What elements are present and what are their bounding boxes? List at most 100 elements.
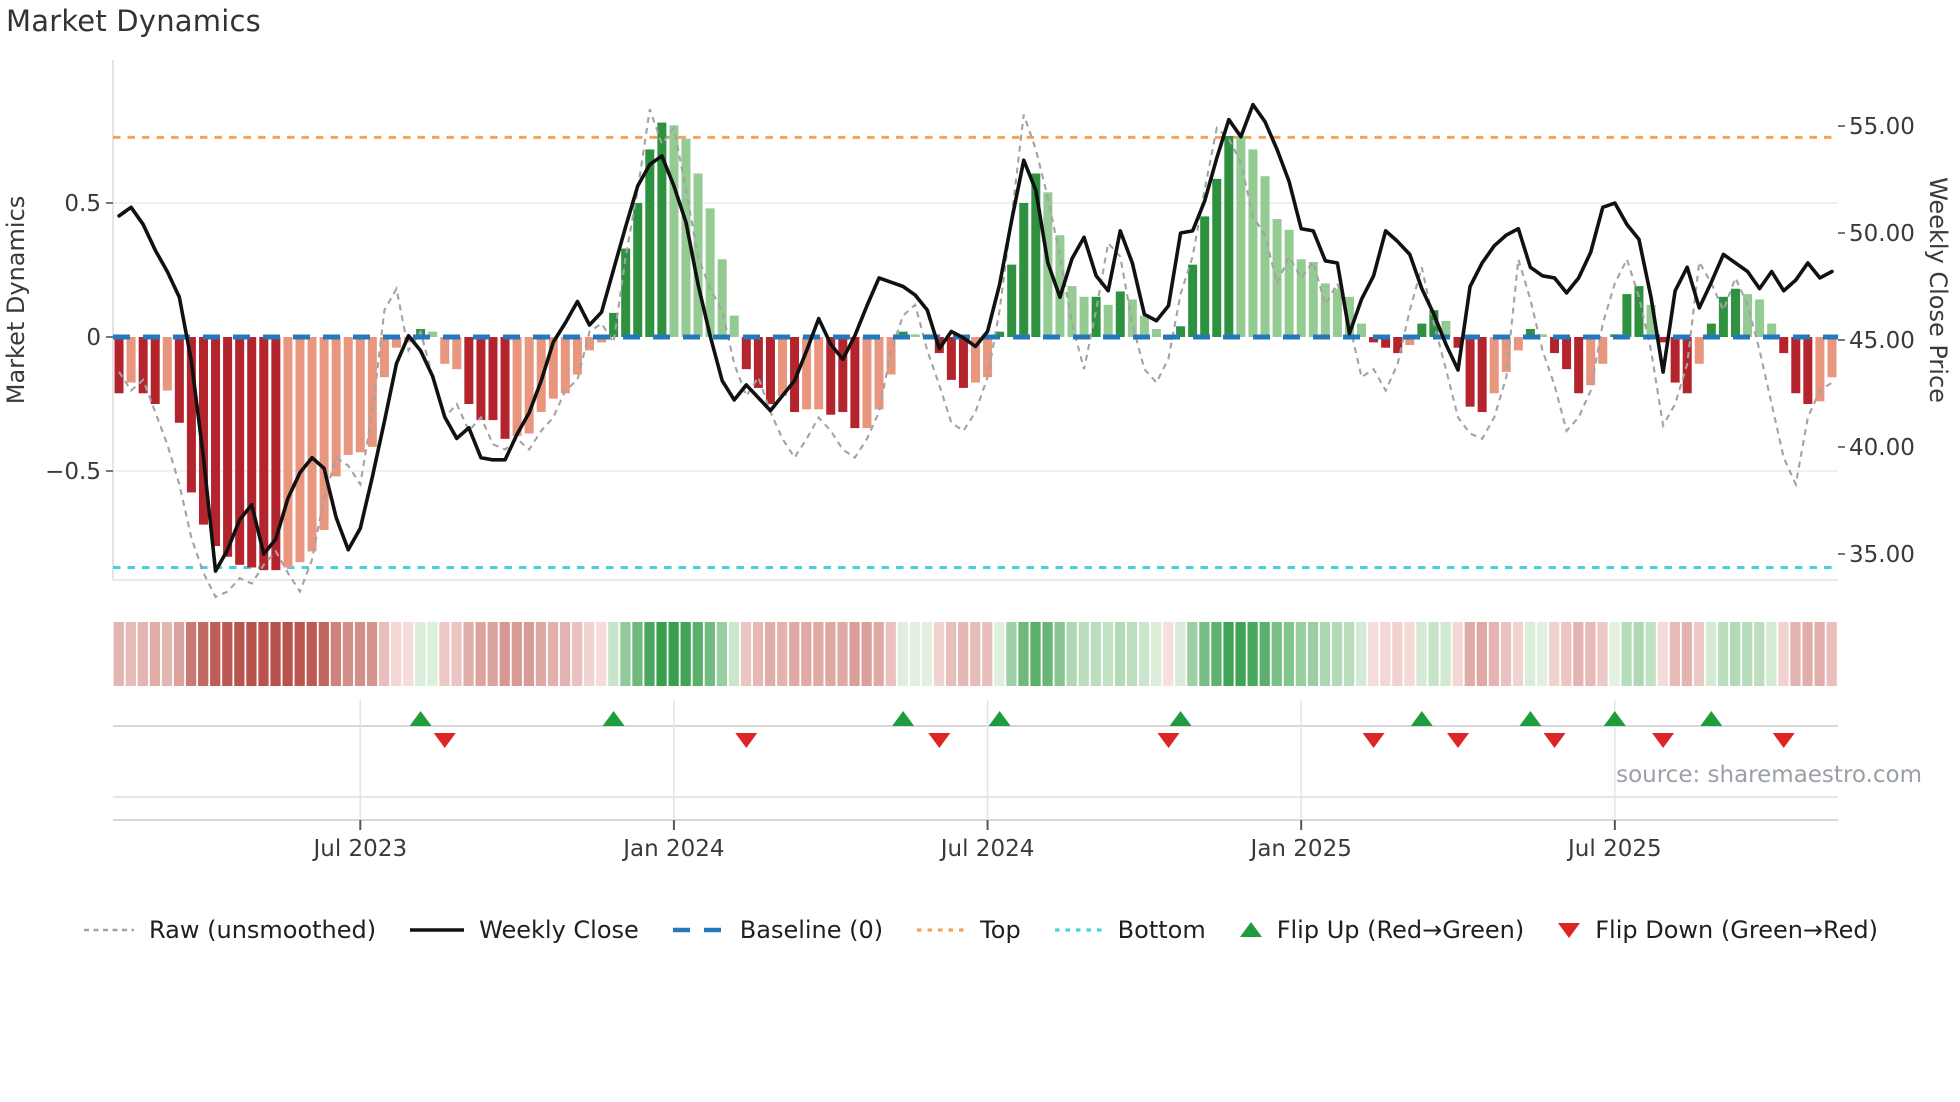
legend-label: Bottom <box>1117 916 1206 944</box>
oscillator-bar <box>621 248 631 337</box>
heatmap-cell <box>1754 622 1765 686</box>
heatmap-cell <box>1030 622 1041 686</box>
oscillator-bar <box>1224 136 1234 337</box>
heatmap-cell <box>1416 622 1427 686</box>
heatmap-cell <box>451 622 462 686</box>
oscillator-bar <box>1477 337 1487 413</box>
raw-series-line <box>118 108 1833 599</box>
heatmap-cell <box>1006 622 1017 686</box>
heatmap-cell <box>330 622 341 686</box>
heatmap-cell <box>1609 622 1620 686</box>
oscillator-bar <box>138 337 148 394</box>
heatmap-cell <box>1404 622 1415 686</box>
oscillator-bar <box>524 337 534 434</box>
oscillator-bar <box>983 337 993 378</box>
legend-label: Top <box>980 916 1021 944</box>
oscillator-bar <box>958 337 968 388</box>
heatmap-cell <box>246 622 257 686</box>
oscillator-bar <box>1031 173 1041 337</box>
oscillator-bar <box>283 337 293 568</box>
oscillator-bar <box>174 337 184 423</box>
heatmap-cell <box>1283 622 1294 686</box>
oscillator-bar <box>1489 337 1499 394</box>
heatmap-cell <box>632 622 643 686</box>
oscillator-bar <box>1706 323 1716 337</box>
legend-item-raw: Raw (unsmoothed) <box>82 916 376 944</box>
heatmap-cell <box>1368 622 1379 686</box>
left-tick-label: 0 <box>86 325 101 351</box>
legend-item-weekly-close: Weekly Close <box>408 916 639 944</box>
flip-up-marker <box>409 711 432 726</box>
heatmap-cell <box>970 622 981 686</box>
heatmap-cell <box>125 622 136 686</box>
heatmap-cell <box>849 622 860 686</box>
heatmap-cell <box>1163 622 1174 686</box>
heatmap-cell <box>403 622 414 686</box>
heatmap-cell <box>1573 622 1584 686</box>
legend-label: Weekly Close <box>479 916 639 944</box>
flip-down-marker <box>1772 733 1795 748</box>
baseline-dash-icon <box>672 927 725 933</box>
heatmap-cell <box>1476 622 1487 686</box>
oscillator-bar <box>1598 337 1608 364</box>
heatmap-cell <box>1621 622 1632 686</box>
oscillator-bar <box>1634 286 1644 337</box>
heatmap-cell <box>210 622 221 686</box>
heatmap-cell <box>1428 622 1439 686</box>
flip-down-marker <box>1543 733 1566 748</box>
heatmap-cell <box>789 622 800 686</box>
oscillator-bar <box>777 337 787 396</box>
legend-item-bottom: Bottom <box>1053 916 1206 944</box>
heatmap-cell <box>318 622 329 686</box>
heatmap-cell <box>161 622 173 686</box>
oscillator-bar <box>307 337 317 552</box>
heatmap-cell <box>222 622 233 686</box>
oscillator-bar <box>1537 334 1547 337</box>
heatmap-cell <box>173 622 185 686</box>
oscillator-bar <box>476 337 486 421</box>
oscillator-bar <box>1562 337 1572 370</box>
oscillator-bar <box>826 337 836 415</box>
heatmap-cell <box>1778 622 1789 686</box>
oscillator-bar <box>1767 323 1777 337</box>
oscillator-bar <box>1513 337 1523 351</box>
heatmap-cell <box>584 622 595 686</box>
heatmap-cell <box>523 622 535 686</box>
oscillator-bar <box>331 337 341 477</box>
oscillator-bar <box>247 337 257 568</box>
top-line-icon <box>917 928 966 932</box>
oscillator-bar <box>186 337 196 493</box>
heatmap-cell <box>1054 622 1065 686</box>
oscillator-bar <box>765 337 775 404</box>
source-credit: source: sharemaestro.com <box>1616 762 1922 788</box>
oscillator-bar <box>729 315 739 337</box>
heatmap-cell <box>571 622 583 686</box>
oscillator-bar <box>1332 288 1342 337</box>
heatmap-cell <box>427 622 438 686</box>
oscillator-bar <box>1743 294 1753 337</box>
heatmap-cell <box>1078 622 1089 686</box>
oscillator-bar <box>1501 337 1511 372</box>
oscillator-bar <box>1055 235 1065 337</box>
flip-down-marker <box>1447 733 1470 748</box>
oscillator-bar <box>838 337 848 413</box>
heatmap-cell <box>1344 622 1355 686</box>
heatmap-cell <box>1524 622 1536 686</box>
oscillator-bar <box>790 337 800 413</box>
legend-label: Raw (unsmoothed) <box>149 916 377 944</box>
oscillator-bar <box>1357 323 1367 337</box>
oscillator-bar <box>741 337 751 370</box>
oscillator-bar <box>1369 337 1379 343</box>
legend-label: Baseline (0) <box>739 916 884 944</box>
flip-up-marker <box>1603 711 1626 726</box>
oscillator-bar <box>1344 296 1354 337</box>
oscillator-bar <box>1007 264 1017 337</box>
oscillator-bar <box>681 138 691 337</box>
legend-item-top: Top <box>915 916 1021 944</box>
heatmap-cell <box>1114 622 1126 686</box>
oscillator-bar <box>150 337 160 404</box>
flip-down-marker <box>1362 733 1385 748</box>
oscillator-bar <box>1019 203 1029 337</box>
heatmap-cell <box>801 622 812 686</box>
heatmap-cell <box>1187 622 1198 686</box>
